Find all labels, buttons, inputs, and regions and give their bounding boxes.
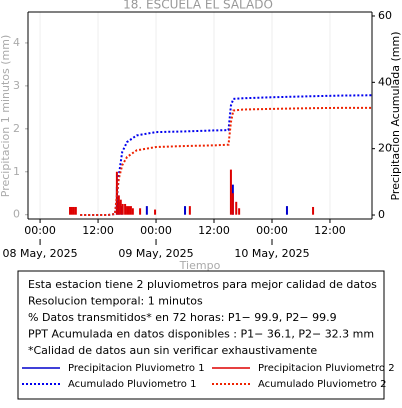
x-tick-label: 12:00	[314, 224, 346, 237]
x-axis-label: Tiempo	[179, 259, 221, 272]
y2-tick-label: 40	[378, 75, 392, 88]
bar	[119, 199, 122, 215]
legend-label: Acumulado Pluviometro 2	[258, 379, 386, 390]
bar	[127, 206, 130, 215]
legend-label: Acumulado Pluviometro 1	[68, 379, 196, 390]
bar	[69, 206, 72, 215]
plot-area	[28, 12, 372, 219]
legend-label: Precipitacion Pluviometro 2	[258, 363, 395, 374]
note: Resolucion temporal: 1 minutos	[28, 295, 203, 308]
legend-box	[17, 270, 385, 400]
note: PPT Acumulada en datos disponibles : P1−…	[28, 328, 374, 341]
bar	[231, 193, 234, 215]
y2-tick-label: 0	[378, 208, 385, 221]
bar	[235, 201, 238, 215]
y-axis-label: Precipitacion 1 minutos (mm)	[0, 35, 12, 197]
bar	[154, 209, 157, 215]
y-tick-label: 0	[13, 208, 20, 221]
bar	[285, 206, 288, 215]
date-tick-label: 10 May, 2025	[234, 247, 309, 260]
date-tick-label: 08 May, 2025	[2, 247, 77, 260]
y2-tick-label: 60	[378, 9, 392, 22]
x-tick-label: 00:00	[140, 224, 172, 237]
bar	[129, 206, 132, 215]
x-tick-label: 00:00	[256, 224, 288, 237]
bar	[70, 206, 73, 215]
chart-title: 18. ESCUELA EL SALADO	[123, 0, 273, 12]
bar	[238, 208, 241, 215]
bar	[312, 206, 315, 215]
bar	[124, 203, 127, 215]
y-tick-label: 4	[13, 36, 20, 49]
bar	[117, 195, 120, 215]
legend-label: Precipitacion Pluviometro 1	[68, 363, 205, 374]
bar	[229, 169, 232, 215]
bar	[184, 206, 187, 215]
bar	[139, 208, 142, 215]
x-tick-label: 12:00	[198, 224, 230, 237]
date-tick-label: 09 May, 2025	[118, 247, 193, 260]
y-tick-label: 3	[13, 79, 20, 92]
bar	[131, 208, 134, 215]
bar	[121, 203, 124, 215]
bar	[115, 171, 118, 215]
y2-axis-label: Precipitacion Acumulada (mm)	[389, 31, 402, 200]
y-tick-label: 2	[13, 122, 20, 135]
bar	[126, 206, 129, 215]
x-tick-label: 00:00	[24, 224, 56, 237]
note: % Datos transmitidos* en 72 horas: P1− 9…	[28, 311, 337, 324]
bar	[74, 206, 77, 215]
bar	[72, 206, 75, 215]
y-tick-label: 1	[13, 165, 20, 178]
bar	[145, 206, 148, 215]
x-tick-label: 12:00	[82, 224, 114, 237]
bar	[188, 206, 191, 215]
note: Esta estacion tiene 2 pluviometros para …	[28, 278, 377, 291]
note: *Calidad de datos aun sin verificar exha…	[28, 344, 317, 357]
y2-tick-label: 20	[378, 142, 392, 155]
accumulated-line	[80, 106, 372, 217]
